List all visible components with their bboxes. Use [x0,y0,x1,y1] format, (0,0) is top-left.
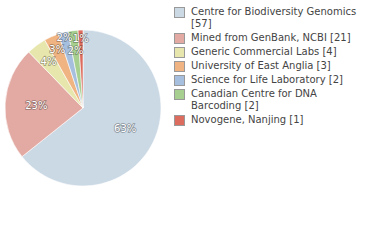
data-labels: 63% 23% 4%3%2% 2%1% [25,32,136,134]
data-label: 2% [57,32,73,43]
legend-label: Science for Life Laboratory [2] [191,74,343,85]
legend-item: University of East Anglia [3] [174,60,370,72]
legend-label: Centre for Biodiversity Genomics [57] [191,6,356,29]
legend-item: Generic Commercial Labs [4] [174,46,370,58]
legend-swatch [174,75,185,86]
legend-item: Canadian Centre for DNA Barcoding [2] [174,88,370,112]
legend-swatch [174,47,185,58]
legend-item: Science for Life Laboratory [2] [174,74,370,86]
chart: 63% 23% 4%3%2% 2%1% Centre for Biodiversity… [0,0,380,240]
data-label: 3% [49,44,65,55]
legend-label: Novogene, Nanjing [1] [191,114,304,125]
data-label: 23% [25,100,47,111]
data-label: 1% [73,33,89,44]
legend-label: University of East Anglia [3] [191,60,331,71]
legend-label: Generic Commercial Labs [4] [191,46,337,57]
legend-label: Mined from GenBank, NCBI [21] [191,32,351,43]
legend-swatch [174,33,185,44]
data-label: 2% [68,45,84,56]
legend-item: Centre for Biodiversity Genomics [57] [174,6,370,30]
data-label: 4% [41,56,57,67]
data-label: 63% [114,123,136,134]
legend-swatch [174,61,185,72]
legend-swatch [174,89,185,100]
legend: Centre for Biodiversity Genomics [57] Min… [174,6,370,128]
legend-item: Mined from GenBank, NCBI [21] [174,32,370,44]
legend-item: Novogene, Nanjing [1] [174,114,370,126]
slice [22,30,161,186]
legend-swatch [174,115,185,126]
legend-label: Canadian Centre for DNA Barcoding [2] [191,88,317,111]
slices [5,30,161,186]
legend-swatch [174,7,185,18]
